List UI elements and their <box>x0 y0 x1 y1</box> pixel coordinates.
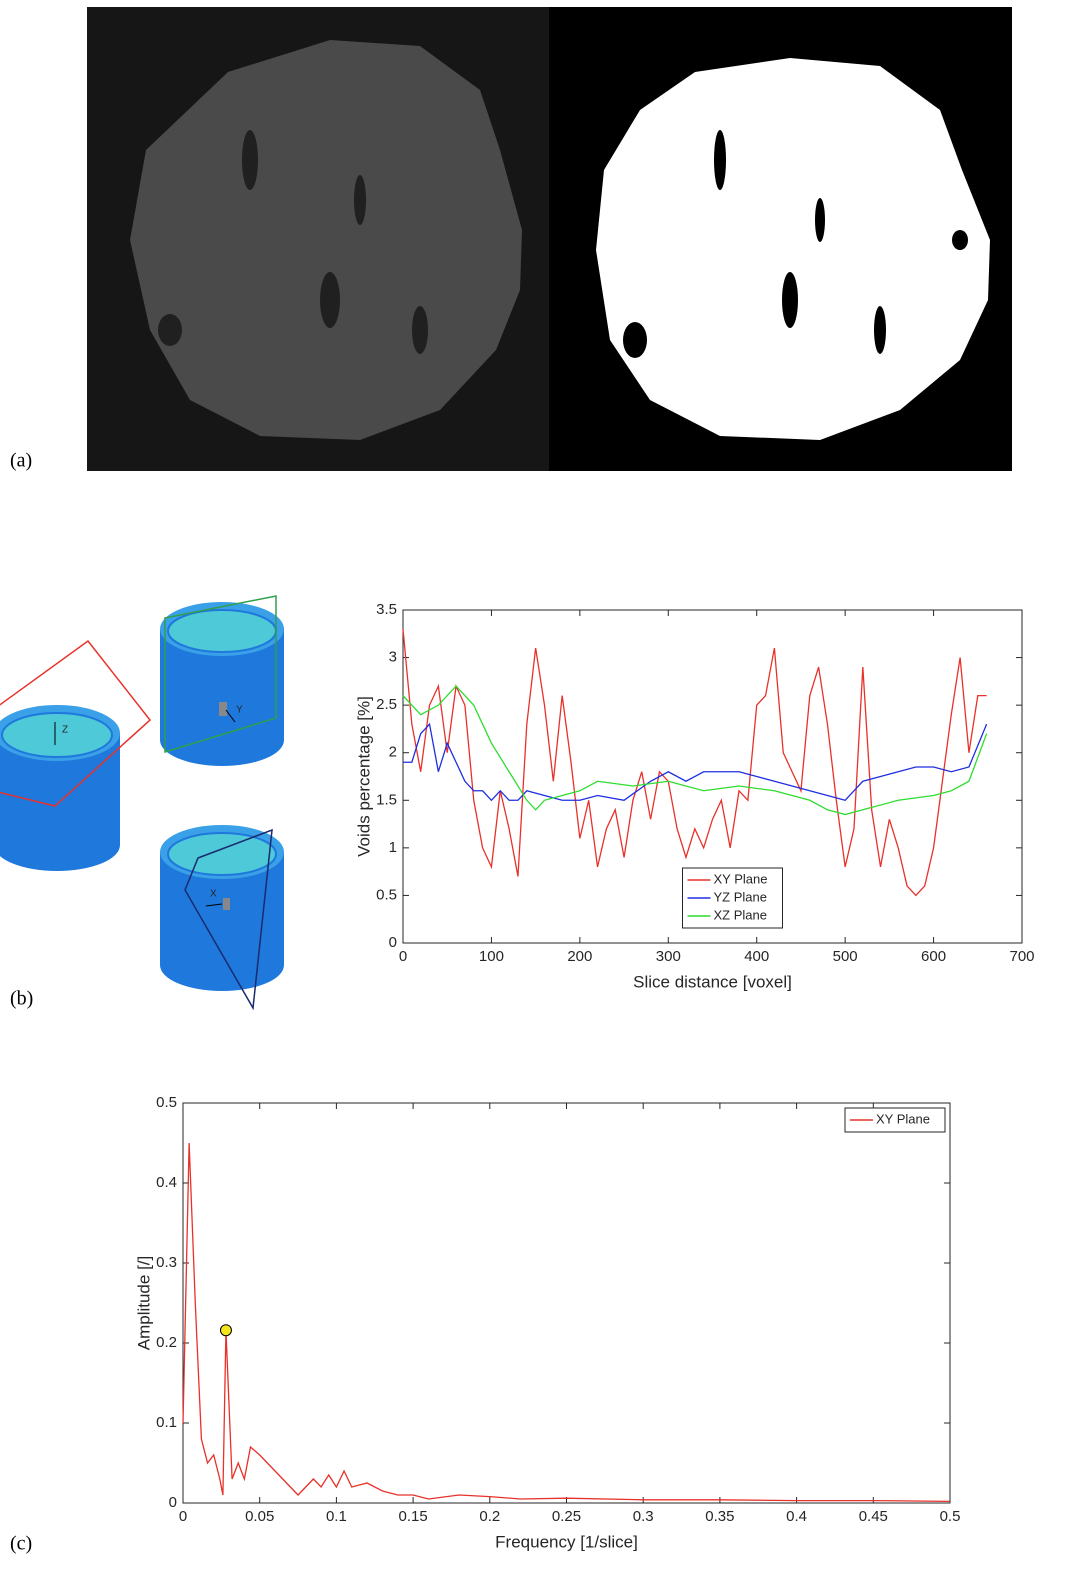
y-tick-label: 3.5 <box>376 601 397 618</box>
y-axis-label: Amplitude [/] <box>134 1256 153 1351</box>
y-tick-label: 0 <box>389 934 397 951</box>
x-tick-label: 500 <box>833 948 858 965</box>
x-tick-label: 0.2 <box>479 1508 500 1525</box>
y-tick-label: 0.3 <box>156 1254 177 1271</box>
legend-label: XZ Plane <box>714 907 767 922</box>
x-tick-label: 200 <box>567 948 592 965</box>
y-tick-label: 0.5 <box>376 886 397 903</box>
data-line <box>403 722 988 802</box>
data-line <box>182 1142 951 1503</box>
x-tick-label: 0.4 <box>786 1508 807 1525</box>
x-tick-label: 300 <box>656 948 681 965</box>
panel-label: (a) <box>10 450 32 472</box>
legend-label: XY Plane <box>876 1111 930 1126</box>
highlight-marker <box>219 1324 232 1337</box>
x-axis-label: Slice distance [voxel] <box>633 972 792 991</box>
plane-diagram: Z Y X <box>0 595 284 1011</box>
axis-label: Z <box>62 725 68 736</box>
x-tick-label: 0 <box>179 1508 187 1525</box>
x-tick-label: 0 <box>399 948 407 965</box>
x-tick-label: 0.45 <box>859 1508 888 1525</box>
y-tick-label: 1.5 <box>376 791 397 808</box>
y-tick-label: 1 <box>389 839 397 856</box>
x-tick-label: 400 <box>744 948 769 965</box>
axis-label: X <box>210 889 217 900</box>
x-tick-label: 0.05 <box>245 1508 274 1525</box>
panel-label: (c) <box>10 1533 32 1555</box>
y-tick-label: 0.2 <box>156 1334 177 1351</box>
y-tick-label: 0.1 <box>156 1414 177 1431</box>
data-line <box>402 685 988 816</box>
legend-label: XY Plane <box>714 871 768 886</box>
y-tick-label: 0 <box>169 1494 177 1511</box>
x-tick-label: 0.15 <box>398 1508 427 1525</box>
x-tick-label: 100 <box>479 948 504 965</box>
x-tick-label: 0.1 <box>326 1508 347 1525</box>
y-axis-label: Voids percentage [%] <box>354 696 373 857</box>
plot-area <box>182 1102 951 1504</box>
x-tick-label: 600 <box>921 948 946 965</box>
x-axis-label: Frequency [1/slice] <box>495 1532 638 1551</box>
legend-label: YZ Plane <box>714 889 767 904</box>
axis-label: Y <box>236 705 243 716</box>
y-tick-label: 0.5 <box>156 1094 177 1111</box>
y-tick-label: 2 <box>389 744 397 761</box>
x-tick-label: 0.5 <box>940 1508 961 1525</box>
y-tick-label: 3 <box>389 649 397 666</box>
x-tick-label: 0.25 <box>552 1508 581 1525</box>
y-tick-label: 0.4 <box>156 1174 177 1191</box>
ct-images <box>87 7 1012 471</box>
panel-label: (b) <box>10 988 33 1010</box>
x-tick-label: 0.3 <box>633 1508 654 1525</box>
x-tick-label: 0.35 <box>705 1508 734 1525</box>
y-tick-label: 2.5 <box>376 696 397 713</box>
x-tick-label: 700 <box>1009 948 1034 965</box>
